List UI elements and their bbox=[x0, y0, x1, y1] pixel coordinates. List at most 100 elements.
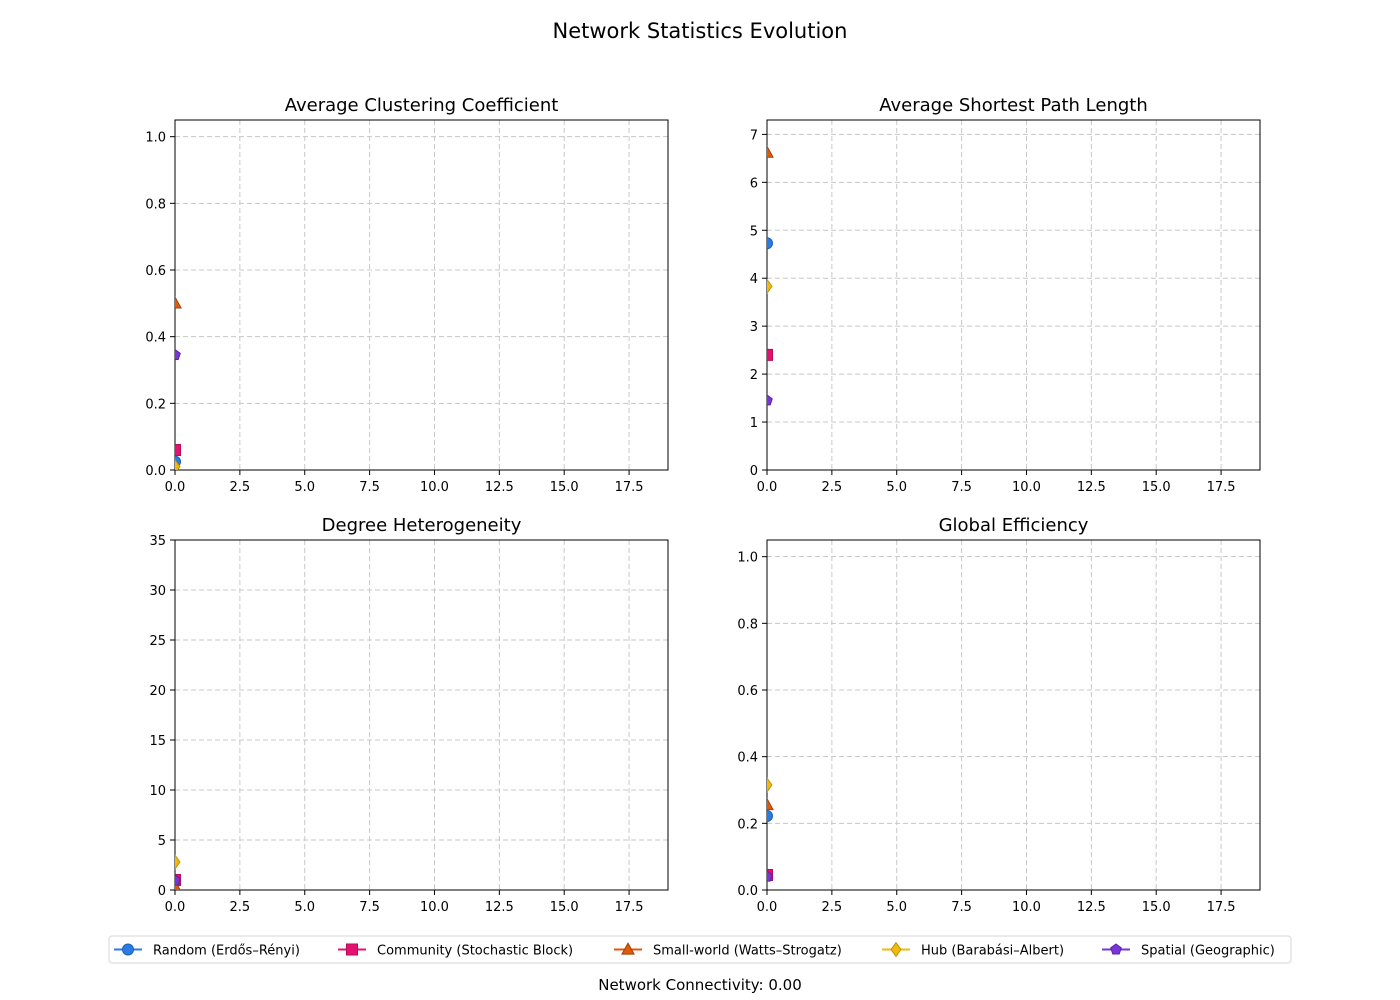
x-tick-label: 17.5 bbox=[615, 480, 644, 495]
y-tick-label: 5 bbox=[158, 834, 166, 849]
x-tick-label: 12.5 bbox=[485, 900, 514, 915]
y-tick-label: 0.8 bbox=[145, 197, 166, 212]
x-tick-label: 12.5 bbox=[1077, 900, 1106, 915]
plot-frame bbox=[766, 119, 1261, 471]
x-tick-label: 12.5 bbox=[485, 480, 514, 495]
subplot-average-shortest-path-length: Average Shortest Path Length 0.0 2.5 5.0 7.5… bbox=[750, 95, 1261, 495]
legend-frame bbox=[108, 935, 1292, 964]
subplot-degree-heterogeneity: Degree Heterogeneity 0.0 2.5 5.0 7.5 10.0 12.5… bbox=[149, 515, 669, 915]
x-tick-label: 2.5 bbox=[230, 480, 251, 495]
data-point-random-erdos-renyi bbox=[767, 237, 773, 250]
legend: Random (Erdős–Rényi) Community (Stochasti… bbox=[108, 935, 1292, 964]
y-tick-label: 0.2 bbox=[737, 817, 758, 832]
x-tick-label: 0.0 bbox=[757, 480, 778, 495]
x-tick-label: 2.5 bbox=[822, 900, 843, 915]
x-tick-label: 10.0 bbox=[420, 480, 449, 495]
legend-item-spatial-geographic: Spatial (Geographic) bbox=[1102, 943, 1275, 959]
legend-marker-diamond bbox=[890, 941, 902, 958]
data-point-hub-barabasi-albert bbox=[175, 458, 181, 470]
y-tick-label: 0.6 bbox=[145, 264, 166, 279]
y-tick-label: 0 bbox=[158, 884, 166, 899]
subplot-average-clustering-coefficient: Average Clustering Coefficient 0.0 2.5 5.0 7… bbox=[145, 95, 669, 495]
subplot-title: Degree Heterogeneity bbox=[322, 515, 522, 536]
subplot-grid: Average Clustering Coefficient 0.0 2.5 5.0 7… bbox=[145, 95, 1261, 915]
y-tick-label: 1.0 bbox=[145, 131, 166, 146]
legend-label: Small-world (Watts–Strogatz) bbox=[653, 944, 842, 959]
data-point-spatial-geographic bbox=[767, 394, 773, 406]
plot-frame bbox=[766, 539, 1261, 891]
y-tick-label: 1 bbox=[750, 416, 758, 431]
data-point-spatial-geographic bbox=[175, 348, 181, 360]
y-tick-label: 10 bbox=[149, 784, 166, 799]
subplot-title: Average Clustering Coefficient bbox=[285, 95, 559, 116]
x-tick-label: 5.0 bbox=[294, 900, 315, 915]
x-tick-label: 15.0 bbox=[550, 480, 579, 495]
x-tick-label: 12.5 bbox=[1077, 480, 1106, 495]
x-tick-label: 0.0 bbox=[165, 900, 186, 915]
x-tick-label: 17.5 bbox=[1207, 480, 1236, 495]
x-tick-label: 10.0 bbox=[420, 900, 449, 915]
x-tick-label: 5.0 bbox=[886, 900, 907, 915]
legend-label: Random (Erdős–Rényi) bbox=[153, 944, 300, 959]
y-tick-label: 7 bbox=[750, 128, 758, 143]
legend-marker-circle bbox=[122, 943, 134, 956]
y-tick-label: 0.0 bbox=[737, 884, 758, 899]
y-tick-label: 30 bbox=[149, 584, 166, 599]
legend-marker-pentagon bbox=[1110, 943, 1122, 955]
subplot-title: Average Shortest Path Length bbox=[879, 95, 1148, 116]
data-point-small-world-watts-strogatz bbox=[767, 797, 774, 811]
series-layer bbox=[767, 777, 774, 882]
data-point-hub-barabasi-albert bbox=[767, 278, 773, 295]
x-tick-label: 10.0 bbox=[1012, 900, 1041, 915]
plot-frame bbox=[174, 119, 669, 471]
data-point-small-world-watts-strogatz bbox=[175, 295, 182, 309]
x-tick-label: 7.5 bbox=[951, 480, 972, 495]
y-tick-label: 35 bbox=[149, 534, 166, 549]
series-layer bbox=[767, 145, 774, 406]
x-tick-label: 7.5 bbox=[951, 900, 972, 915]
x-tick-label: 17.5 bbox=[1207, 900, 1236, 915]
legend-item-hub-barabasi-albert: Hub (Barabási–Albert) bbox=[882, 941, 1064, 959]
data-point-hub-barabasi-albert bbox=[767, 777, 773, 793]
x-tick-label: 2.5 bbox=[822, 480, 843, 495]
x-tick-label: 7.5 bbox=[359, 480, 380, 495]
x-tick-label: 15.0 bbox=[550, 900, 579, 915]
x-tick-label: 2.5 bbox=[230, 900, 251, 915]
legend-label: Hub (Barabási–Albert) bbox=[921, 944, 1064, 959]
data-point-spatial-geographic bbox=[175, 874, 181, 886]
legend-marker-triangle bbox=[621, 942, 635, 955]
legend-item-community-stochastic-block: Community (Stochastic Block) bbox=[338, 943, 573, 959]
legend-item-random-erdos-renyi: Random (Erdős–Rényi) bbox=[114, 943, 300, 959]
y-tick-label: 0.4 bbox=[737, 751, 758, 766]
y-tick-label: 0 bbox=[750, 464, 758, 479]
series-layer bbox=[175, 854, 181, 890]
y-tick-label: 0.6 bbox=[737, 684, 758, 699]
y-tick-label: 5 bbox=[750, 224, 758, 239]
plot-frame bbox=[174, 539, 669, 891]
y-tick-label: 0.4 bbox=[145, 331, 166, 346]
data-point-random-erdos-renyi bbox=[767, 810, 773, 822]
y-tick-label: 3 bbox=[750, 320, 758, 335]
legend-item-small-world-watts-strogatz: Small-world (Watts–Strogatz) bbox=[614, 942, 842, 959]
x-tick-label: 5.0 bbox=[886, 480, 907, 495]
y-tick-label: 20 bbox=[149, 684, 166, 699]
y-tick-label: 4 bbox=[750, 272, 758, 287]
figure-title: Network Statistics Evolution bbox=[553, 19, 848, 43]
x-tick-label: 15.0 bbox=[1142, 900, 1171, 915]
x-tick-label: 0.0 bbox=[757, 900, 778, 915]
x-tick-label: 0.0 bbox=[165, 480, 186, 495]
subplot-global-efficiency: Global Efficiency 0.0 2.5 5.0 7.5 10.0 12.5 15.… bbox=[737, 515, 1261, 915]
legend-label: Spatial (Geographic) bbox=[1141, 944, 1275, 959]
data-point-spatial-geographic bbox=[767, 870, 773, 882]
network-connectivity-label: Network Connectivity: 0.00 bbox=[598, 976, 802, 994]
y-tick-label: 15 bbox=[149, 734, 166, 749]
x-tick-label: 5.0 bbox=[294, 480, 315, 495]
data-point-community-stochastic-block bbox=[175, 444, 181, 456]
y-tick-label: 2 bbox=[750, 368, 758, 383]
series-layer bbox=[175, 295, 182, 470]
legend-label: Community (Stochastic Block) bbox=[377, 944, 573, 959]
legend-marker-square bbox=[346, 943, 358, 956]
y-tick-label: 0.8 bbox=[737, 617, 758, 632]
y-tick-label: 1.0 bbox=[737, 551, 758, 566]
